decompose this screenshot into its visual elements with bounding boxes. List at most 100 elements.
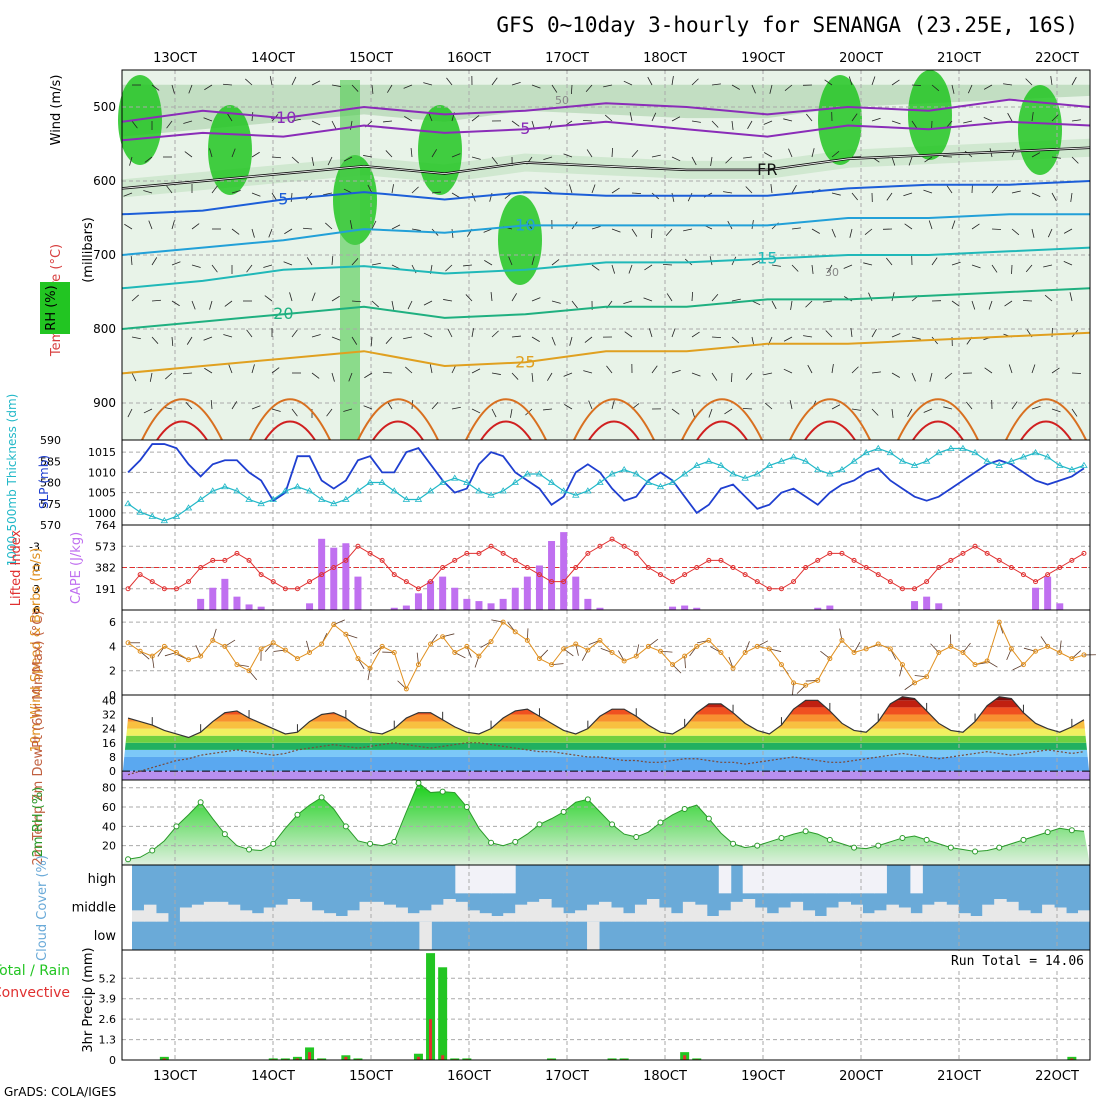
wind-barb [1047,228,1053,238]
cloud-cell [862,913,875,922]
top-time-tick-label: 22OCT [1035,51,1079,66]
precip-tick-label: 0 [109,1054,116,1067]
cloud-cell [922,904,935,922]
wind-barb [1031,228,1035,238]
wind-barb [564,404,573,410]
precip-convective-bar [1070,1058,1074,1060]
lifted-index-point [924,579,930,585]
wind-barb [166,185,173,194]
wind-barb [311,372,320,379]
lifted-index-point [186,579,192,585]
thickness-marker [850,457,858,464]
dewpoint-line [127,742,1085,776]
wind-barb [371,262,381,266]
wind-barb [863,262,873,266]
wind-barb [827,264,833,273]
wind-barb [323,192,333,196]
thickness-marker [426,487,435,494]
cape-tick-label: 191 [95,583,116,596]
li-tick-label: 6 [33,604,40,617]
wind-barb [186,336,193,345]
wind-barb [171,84,175,94]
wind-barb [825,330,833,338]
top-time-tick-label: 15OCT [349,51,393,66]
wind-barb [811,264,814,274]
slp-axis-label: SLP (mb) [37,455,51,509]
wind-barb [824,79,833,86]
wind-barb [891,120,901,125]
wind-speed-point [778,662,784,668]
wind-barb [991,264,998,273]
rh-point [1068,827,1075,834]
wind-speed-point [766,646,772,652]
wind-barb [983,84,993,90]
wind-barb [583,370,593,374]
temp-band [122,742,1090,750]
wind-barb [903,192,913,197]
lifted-index-point [960,550,966,556]
wind-barb [931,84,940,92]
wind-speed-point [948,643,954,649]
rh-contour-label: 50 [555,94,569,107]
bottom-time-tick-label: 20OCT [839,1069,883,1084]
wind-barb [691,78,699,86]
thickness-marker [487,491,495,498]
cloud-cell [503,913,516,922]
rh-high-area [208,105,252,195]
lifted-index-point [984,550,990,556]
wind-barb [631,149,639,158]
wind-barb [410,148,413,158]
cloud-cell [838,865,851,894]
lifted-index-point [887,579,893,585]
warm-contour [573,398,655,441]
wind-speed-point [488,639,494,645]
wind-speed-point [512,629,518,635]
wind-speed-point [222,643,228,649]
wind-barb [311,334,321,338]
precip-tick-label: 3.9 [99,993,117,1006]
wind-barb [188,84,193,94]
wind-barb [771,300,777,310]
wind-barb [711,336,722,339]
cloud-cell [742,865,756,894]
wind-barb [551,300,561,304]
wind-barb [563,153,573,158]
wind-axis-label: Wind (m/s) [49,75,64,146]
precip-convective-bar [429,1019,433,1060]
lifted-index-point [428,579,434,585]
thickness-marker [826,470,834,477]
wind-barb [708,408,713,418]
wind-barb [691,156,697,166]
wind-barb [351,300,362,303]
rh-point [463,804,470,811]
wind-barb [983,116,993,122]
cloud-cell [551,907,564,922]
thickness-marker [1007,457,1016,464]
cloud-row-label: middle [72,901,116,916]
wind-speed-point [1081,652,1087,658]
lifted-index-point [1008,565,1014,570]
wind-barb [291,329,298,338]
wind-barb [291,118,301,122]
wind-speed-point [125,640,131,646]
thickness-marker [330,499,338,507]
cloud-cell [898,907,911,922]
precip-tick-label: 5.2 [99,972,117,985]
wind-barb [191,264,201,268]
wind-barb [451,228,454,238]
wind-barb [223,334,233,338]
wind-speed-point [294,656,300,662]
cloud-cell [479,913,492,922]
cloud-cell [1018,910,1031,922]
thickness-tick-label: 570 [40,519,61,532]
li-cape-panel: -3 0 3 6 191 382 573 764 Lifted Index CAPE (J/kg) [9,519,1091,617]
rh-point [125,856,132,863]
wind-barb [891,79,900,86]
wind-barb [647,76,653,86]
slp-thickness-background [122,440,1090,525]
precip-convective-bar [295,1058,299,1060]
wind-barb [271,408,281,412]
rh-point [972,848,979,855]
wind-barb [864,228,873,235]
wind-barb [451,192,460,198]
